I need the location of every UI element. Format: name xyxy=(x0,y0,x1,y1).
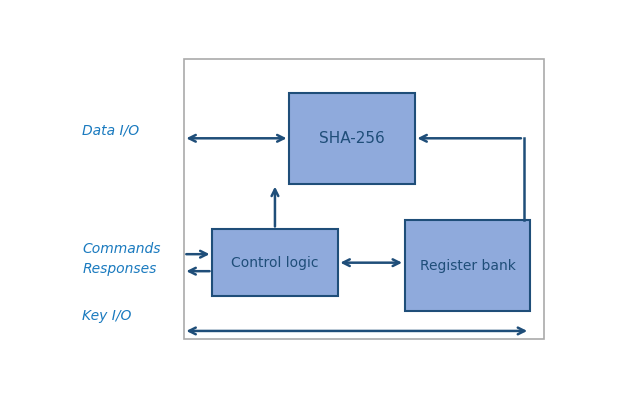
Text: SHA-256: SHA-256 xyxy=(319,131,385,146)
Text: Register bank: Register bank xyxy=(420,259,515,273)
Text: Commands: Commands xyxy=(83,242,161,256)
Bar xyxy=(212,229,338,296)
Text: Control logic: Control logic xyxy=(231,256,319,269)
Bar xyxy=(184,59,545,338)
Text: Data I/O: Data I/O xyxy=(83,124,140,138)
Bar xyxy=(405,220,530,311)
Bar xyxy=(289,93,414,184)
Text: Key I/O: Key I/O xyxy=(83,309,132,323)
Text: Responses: Responses xyxy=(83,262,157,276)
